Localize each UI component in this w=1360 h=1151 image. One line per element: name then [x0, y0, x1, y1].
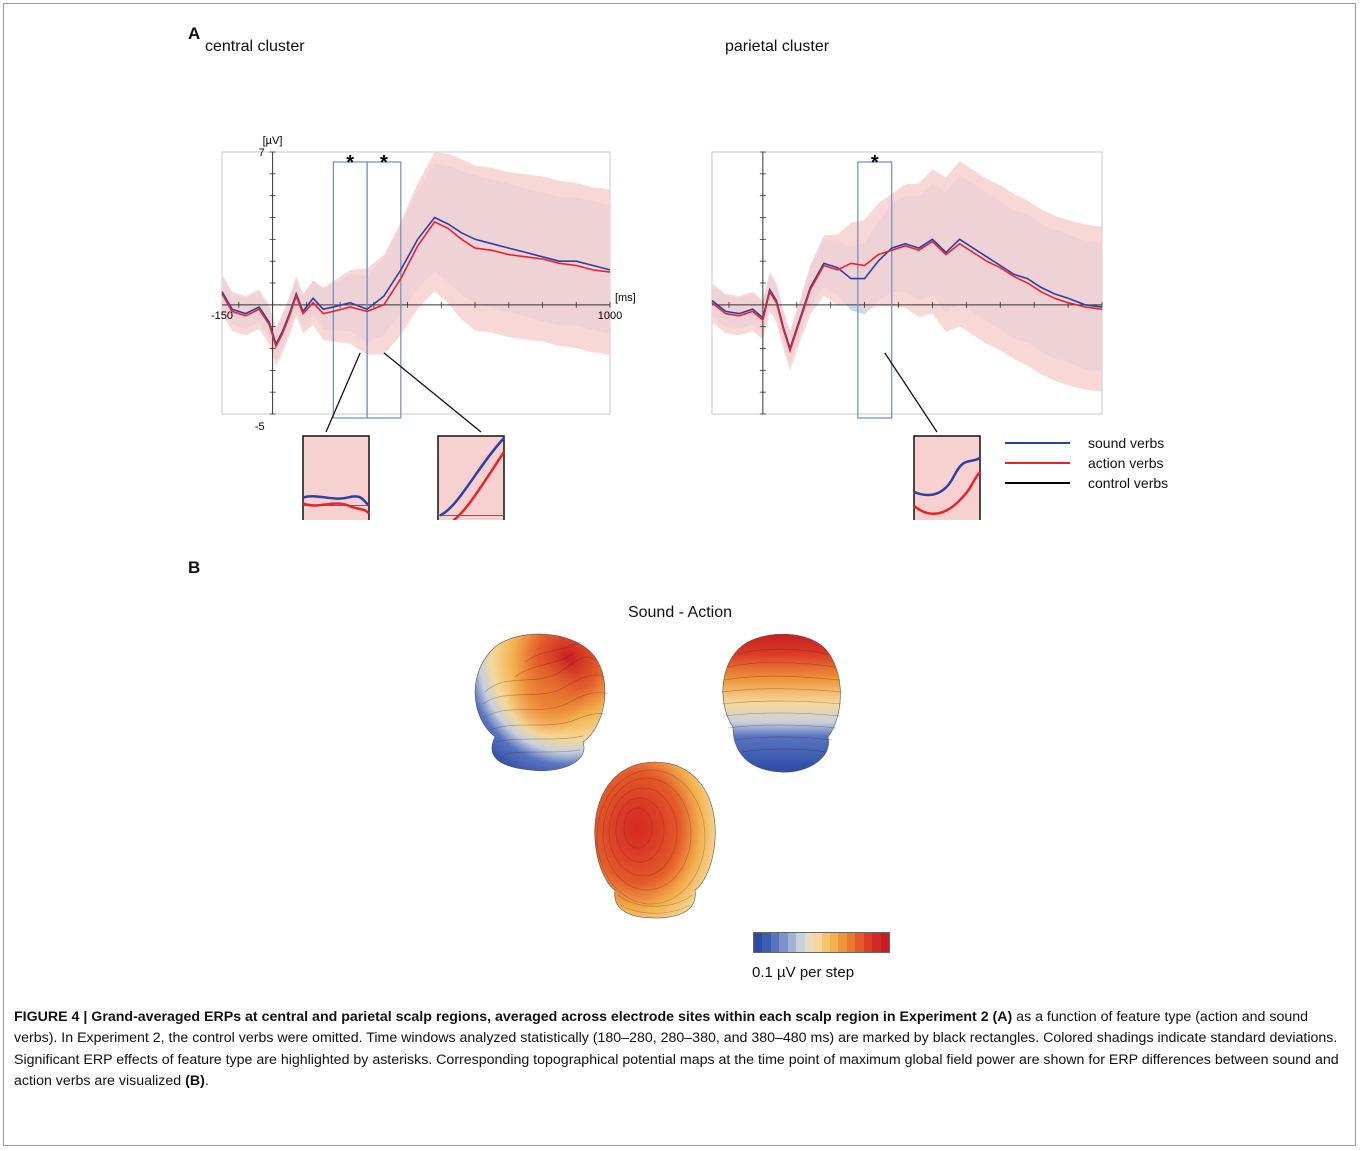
- analysis-window: [366, 161, 402, 419]
- central-erp-chart: 7 -5 [µV] [ms] -150 1000 * *: [211, 135, 636, 520]
- series-line-action: [221, 220, 611, 349]
- scale-step: [846, 933, 856, 952]
- caption-end: .: [204, 1073, 209, 1090]
- topo-map-top-view: [594, 761, 716, 919]
- legend-item-control: control verbs: [1005, 473, 1168, 493]
- inset-sound-line: [439, 437, 505, 517]
- scale-step: [863, 933, 873, 952]
- legend-label-sound: sound verbs: [1088, 435, 1165, 451]
- series-line-action: [711, 240, 1103, 354]
- parietal-erp-chart: *: [711, 151, 1103, 520]
- topo-map-title: Sound - Action: [627, 604, 733, 621]
- parietal-cluster-title: parietal cluster: [725, 38, 830, 55]
- panel-b-label: B: [188, 558, 201, 577]
- inset-action-line: [302, 502, 370, 515]
- x-tick-label-end: 1000: [598, 310, 622, 322]
- figure-caption: FIGURE 4 | Grand-averaged ERPs at centra…: [14, 1007, 1344, 1093]
- zoom-arrow: [325, 352, 361, 433]
- significance-asterisk: *: [380, 152, 388, 174]
- y-tick-label-top: 7: [258, 147, 264, 159]
- topo-map-right-view: [721, 633, 843, 773]
- analysis-window: [857, 161, 893, 419]
- scale-step: [804, 933, 814, 952]
- scale-step: [787, 933, 797, 952]
- caption-bold: FIGURE 4 | Grand-averaged ERPs at centra…: [14, 1009, 1013, 1025]
- series-line-sound: [711, 238, 1103, 352]
- scale-step: [754, 933, 763, 952]
- inset-action-line: [451, 451, 506, 520]
- scale-step: [821, 933, 830, 952]
- x-tick-label-start: -150: [211, 310, 233, 322]
- scale-step: [855, 933, 864, 952]
- zoom-arrow: [884, 352, 938, 433]
- caption-ref: (B): [185, 1073, 205, 1090]
- panel-a-label: A: [188, 24, 201, 43]
- x-axis-label: [ms]: [615, 292, 636, 304]
- zoom-inset: [913, 435, 981, 520]
- legend-item-sound: sound verbs: [1005, 433, 1168, 453]
- scale-step: [829, 933, 839, 952]
- legend-swatch-control: [1005, 482, 1070, 484]
- significance-asterisk: *: [871, 152, 879, 174]
- scale-step: [762, 933, 771, 952]
- legend: sound verbs action verbs control verbs: [1005, 433, 1168, 493]
- scale-step: [770, 933, 780, 952]
- caption-text: as a function of feature type (action an…: [14, 1009, 1339, 1090]
- scale-step: [813, 933, 822, 952]
- inset-action-line: [913, 471, 981, 515]
- sd-band-action: [712, 161, 1102, 392]
- sd-band-action: [222, 152, 610, 366]
- central-cluster-title: central cluster: [205, 38, 305, 55]
- zoom-arrow: [383, 352, 482, 433]
- significance-asterisk: *: [346, 152, 354, 174]
- inset-sound-line: [913, 456, 981, 497]
- y-axis-label: [µV]: [263, 135, 283, 147]
- scale-step: [838, 933, 847, 952]
- scale-step: [779, 933, 788, 952]
- y-tick-label-bottom: -5: [255, 421, 265, 433]
- color-scale-label: 0.1 µV per step: [752, 964, 855, 981]
- legend-swatch-sound: [1005, 442, 1070, 444]
- inset-sound-line: [302, 495, 370, 507]
- scale-step: [880, 933, 889, 952]
- figure-frame: [3, 3, 1356, 1146]
- topo-map-left-view: [474, 633, 608, 772]
- color-scale-bar: [753, 932, 890, 953]
- legend-label-action: action verbs: [1088, 455, 1164, 471]
- legend-swatch-action: [1005, 462, 1070, 464]
- legend-item-action: action verbs: [1005, 453, 1168, 473]
- legend-label-control: control verbs: [1088, 475, 1169, 491]
- scale-step: [872, 933, 881, 952]
- zoom-inset: [302, 435, 370, 520]
- scale-step: [796, 933, 805, 952]
